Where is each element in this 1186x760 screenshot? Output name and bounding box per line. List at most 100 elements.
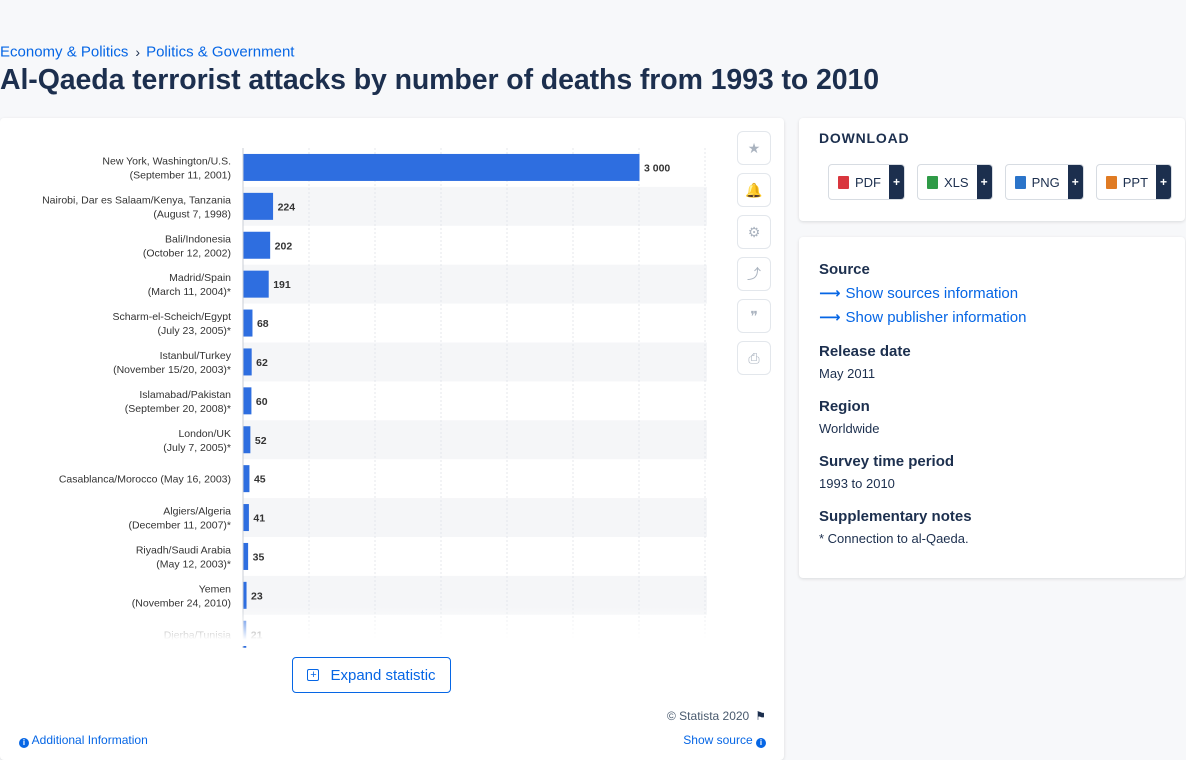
survey-period-heading: Survey time period [819, 453, 955, 470]
bar [243, 542, 249, 570]
plus-icon: + [1156, 165, 1172, 199]
show-publisher-label: Show publisher information [845, 309, 1027, 326]
category-label: (October 12, 2002) [143, 247, 231, 259]
category-label: (May 12, 2003)* [156, 558, 231, 570]
breadcrumb-separator: › [135, 44, 141, 61]
download-panel: DOWNLOAD PDF + XLS + PNG + PPT + [799, 118, 1185, 221]
bell-icon: 🔔 [745, 181, 763, 198]
data-label: 3 000 [644, 162, 670, 174]
copyright-text: © Statista 2020 [667, 709, 750, 723]
download-png-button[interactable]: PNG + [1004, 164, 1084, 200]
release-date-heading: Release date [819, 343, 911, 360]
bar [243, 348, 252, 376]
show-source-link[interactable]: Show source i [683, 733, 766, 748]
category-label: Yemen [199, 583, 231, 595]
chart-fade-overlay [0, 606, 784, 646]
show-publisher-link[interactable]: ⟶ Show publisher information [819, 308, 1026, 326]
category-label: Madrid/Spain [169, 272, 231, 284]
row-stripe [243, 186, 707, 226]
row-stripe [243, 420, 707, 460]
bar [243, 270, 269, 298]
bar [243, 465, 250, 493]
data-label: 202 [275, 240, 293, 252]
breadcrumb: Economy & Politics › Politics & Government [0, 43, 294, 61]
region-value: Worldwide [819, 421, 880, 436]
row-stripe [243, 264, 707, 304]
info-panel: Source ⟶ Show sources information ⟶ Show p… [799, 237, 1185, 578]
info-icon: i [756, 738, 766, 748]
favorite-icon: ★ [747, 139, 761, 156]
category-label: (August 7, 1998) [153, 208, 231, 220]
category-label: London/UK [178, 428, 231, 440]
bar [243, 153, 640, 181]
category-label: Casablanca/Morocco (May 16, 2003) [59, 474, 231, 486]
share-button[interactable]: ⤴ [737, 257, 771, 291]
source-heading: Source [819, 261, 870, 278]
category-label: (December 11, 2007)* [128, 520, 231, 532]
category-label: (March 11, 2004)* [148, 286, 231, 298]
info-icon: i [19, 738, 29, 748]
show-sources-link[interactable]: ⟶ Show sources information [819, 284, 1018, 302]
plus-icon: + [1067, 165, 1083, 199]
download-format-label: XLS [944, 174, 969, 190]
expand-statistic-button[interactable]: + Expand statistic [292, 657, 451, 693]
chart-actions: ★ 🔔 ⚙ ⤴ ❞ ⎙ [737, 131, 773, 383]
data-label: 224 [278, 201, 296, 213]
category-label: Bali/Indonesia [165, 233, 231, 245]
breadcrumb-economy-politics[interactable]: Economy & Politics [0, 43, 129, 61]
bell-button[interactable]: 🔔 [737, 173, 771, 207]
category-label: (November 15/20, 2003)* [113, 364, 231, 376]
supplementary-notes-heading: Supplementary notes [819, 508, 972, 525]
quote-icon: ❞ [750, 307, 758, 324]
gear-icon: ⚙ [747, 223, 761, 240]
category-label: (September 20, 2008)* [125, 403, 231, 415]
data-label: 41 [253, 513, 265, 525]
arrow-right-icon: ⟶ [819, 285, 841, 302]
plus-icon: + [976, 165, 992, 199]
quote-button[interactable]: ❞ [737, 299, 771, 333]
data-label: 23 [251, 590, 263, 602]
favorite-button[interactable]: ★ [737, 131, 771, 165]
gear-button[interactable]: ⚙ [737, 215, 771, 249]
download-xls-button[interactable]: XLS + [917, 164, 993, 200]
survey-period-value: 1993 to 2010 [819, 476, 895, 491]
category-label: New York, Washington/U.S. [102, 155, 231, 167]
category-label: Islamabad/Pakistan [139, 389, 231, 401]
additional-information-link[interactable]: i Additional Information [19, 733, 148, 748]
download-format-label: PNG [1031, 174, 1060, 190]
plus-square-icon: + [307, 669, 320, 681]
download-buttons: PDF + XLS + PNG + PPT + [828, 164, 1184, 200]
bar-chart: 3 000 New York, Washington/U.S. (September… [42, 148, 707, 648]
bar [243, 231, 271, 259]
download-ppt-button[interactable]: PPT + [1095, 164, 1173, 200]
region-heading: Region [819, 398, 870, 415]
plus-icon: + [889, 165, 904, 199]
data-label: 68 [257, 318, 269, 330]
download-pdf-button[interactable]: PDF + [828, 164, 905, 200]
additional-information-label: Additional Information [31, 733, 148, 747]
chart-card: 3 000 New York, Washington/U.S. (September… [0, 118, 784, 760]
data-label: 191 [273, 279, 291, 291]
pdf-file-icon [838, 175, 849, 189]
arrow-right-icon: ⟶ [819, 309, 841, 326]
breadcrumb-politics-government[interactable]: Politics & Government [146, 43, 295, 61]
bar [243, 581, 247, 609]
category-label: Nairobi, Dar es Salaam/Kenya, Tanzania [42, 194, 231, 206]
ppt-file-icon [1105, 175, 1117, 189]
data-label: 45 [254, 474, 266, 486]
supplementary-notes-value: * Connection to al-Qaeda. [819, 531, 969, 546]
print-icon: ⎙ [748, 349, 760, 366]
show-sources-label: Show sources information [845, 285, 1019, 302]
flag-icon[interactable]: ⚑ [755, 709, 766, 723]
category-label: Riyadh/Saudi Arabia [136, 544, 231, 556]
show-source-label: Show source [683, 733, 753, 747]
png-file-icon [1014, 175, 1026, 189]
bar [243, 426, 251, 454]
bar [243, 387, 252, 415]
download-title: DOWNLOAD [819, 130, 910, 146]
xls-file-icon [927, 175, 938, 189]
category-label: (July 7, 2005)* [163, 442, 231, 454]
data-label: 35 [253, 551, 265, 563]
print-button[interactable]: ⎙ [737, 341, 771, 375]
release-date-value: May 2011 [819, 366, 876, 381]
